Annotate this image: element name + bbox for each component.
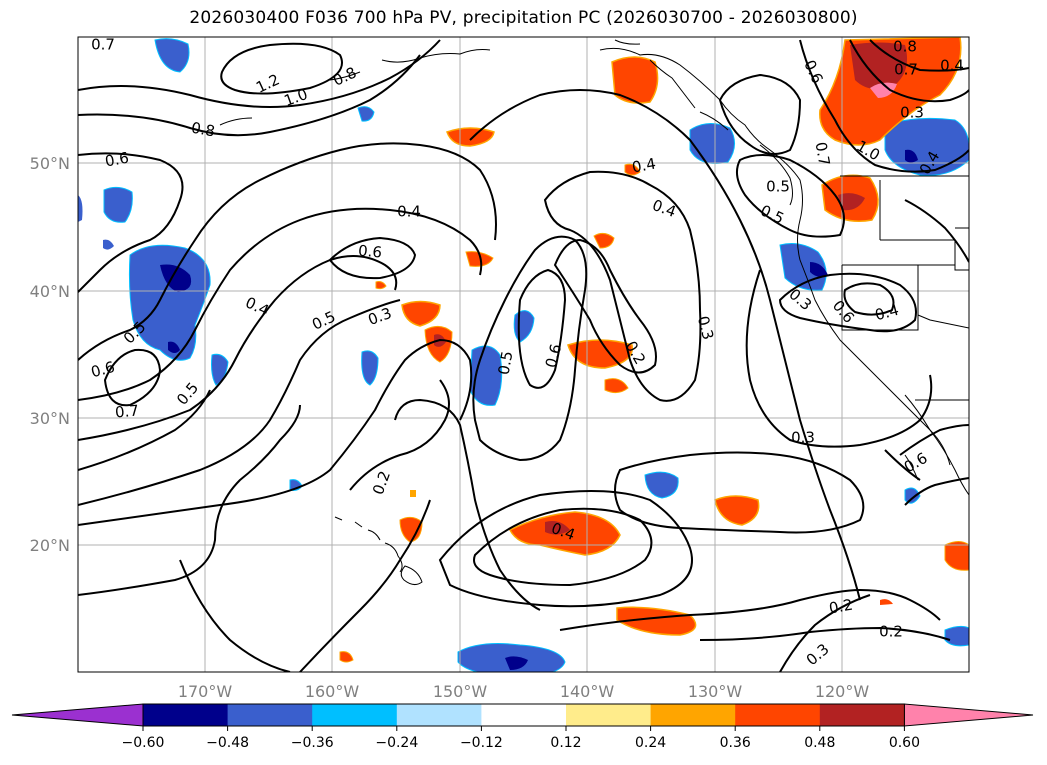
colorbar-frame (142, 703, 905, 727)
colorbar-tick-label: −0.48 (206, 735, 249, 751)
contour-label: 0.7 (812, 141, 834, 168)
contour-label: 0.2 (879, 623, 903, 641)
contour-label: 0.7 (91, 36, 115, 54)
contour-label: 0.6 (357, 241, 382, 261)
lon-label: 120°W (815, 682, 870, 701)
precip-negative (78, 38, 969, 672)
lon-label: 170°W (178, 682, 233, 701)
lat-label: 40°N (30, 282, 70, 301)
lon-label: 150°W (433, 682, 488, 701)
longitude-labels: 170°W 160°W 150°W 140°W 130°W 120°W (178, 682, 870, 701)
colorbar-tick-label: −0.36 (291, 735, 334, 751)
colorbar-tick-label: −0.12 (460, 735, 503, 751)
colorbar-segment (650, 704, 736, 726)
colorbar-segment (396, 704, 482, 726)
contour-label: 0.4 (873, 301, 901, 325)
lon-label: 130°W (688, 682, 743, 701)
colorbar-segment (566, 704, 652, 726)
colorbar-segment (481, 704, 567, 726)
colorbar-segment (819, 704, 905, 726)
coastlines (219, 39, 969, 586)
map-panel (78, 37, 969, 672)
lon-label: 140°W (560, 682, 615, 701)
colorbar-segment (143, 704, 229, 726)
colorbar-tick-label: −0.24 (375, 735, 418, 751)
map-frame (77, 36, 970, 673)
contour-label: 0.6 (89, 358, 117, 382)
contour-label: 0.3 (791, 429, 815, 447)
contour-label: 0.3 (694, 314, 718, 342)
contour-label: 0.2 (828, 596, 855, 618)
lat-label: 20°N (30, 536, 70, 555)
contour-label: 0.5 (495, 350, 517, 377)
colorbar-segment (227, 704, 313, 726)
latitude-labels: 50°N 40°N 30°N 20°N (30, 154, 70, 555)
colorbar-tick-label: 0.48 (804, 735, 835, 751)
pv-contours (78, 39, 969, 672)
lon-label: 160°W (305, 682, 360, 701)
contour-label: 0.4 (397, 203, 421, 221)
contour-label: 0.8 (190, 119, 217, 141)
contour-label: 0.4 (940, 57, 964, 75)
colorbar: −0.60 −0.48 −0.36 −0.24 −0.12 0.12 0.24 0.36 0.4… (11, 703, 1034, 751)
contour-label: 0.5 (766, 178, 790, 196)
contour-label: 0.7 (114, 401, 139, 421)
colorbar-tick-label: 0.36 (720, 735, 751, 751)
contour-label: 0.4 (631, 155, 658, 177)
gridlines (78, 37, 969, 672)
contour-label: 0.7 (894, 61, 918, 79)
lat-label: 30°N (30, 409, 70, 428)
colorbar-extend-min (11, 703, 144, 727)
colorbar-tick-label: −0.60 (122, 735, 165, 751)
colorbar-tick-label: 0.24 (635, 735, 666, 751)
colorbar-extend-max (903, 703, 1034, 727)
colorbar-segment (735, 704, 821, 726)
colorbar-segment (312, 704, 398, 726)
contour-label: 0.3 (900, 104, 924, 122)
colorbar-tick-label: 0.60 (889, 735, 920, 751)
colorbar-tick-label: 0.12 (550, 735, 581, 751)
contour-label: 0.8 (893, 38, 917, 56)
contour-label: 0.6 (104, 149, 131, 171)
contour-label: 0.6 (542, 342, 566, 370)
lat-label: 50°N (30, 154, 70, 173)
figure-title: 2026030400 F036 700 hPa PV, precipitatio… (189, 8, 858, 28)
